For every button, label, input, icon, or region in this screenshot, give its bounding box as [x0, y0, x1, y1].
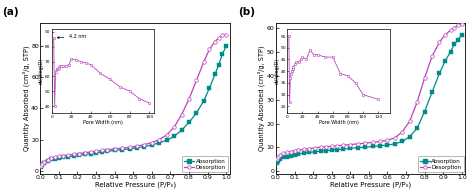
- Legend: Absorption, Desorption: Absorption, Desorption: [418, 156, 464, 172]
- Legend: Absorption, Desorption: Absorption, Desorption: [182, 156, 228, 172]
- Text: (a): (a): [2, 7, 19, 17]
- Y-axis label: Quantity Absorbed (cm³/g, STP): Quantity Absorbed (cm³/g, STP): [22, 46, 30, 151]
- X-axis label: Relative Pressure (P/P₀): Relative Pressure (P/P₀): [330, 182, 411, 188]
- X-axis label: Relative Pressure (P/P₀): Relative Pressure (P/P₀): [94, 182, 176, 188]
- Text: (b): (b): [238, 7, 255, 17]
- Y-axis label: Quantity Absorbed (cm³/g, STP): Quantity Absorbed (cm³/g, STP): [258, 46, 265, 151]
